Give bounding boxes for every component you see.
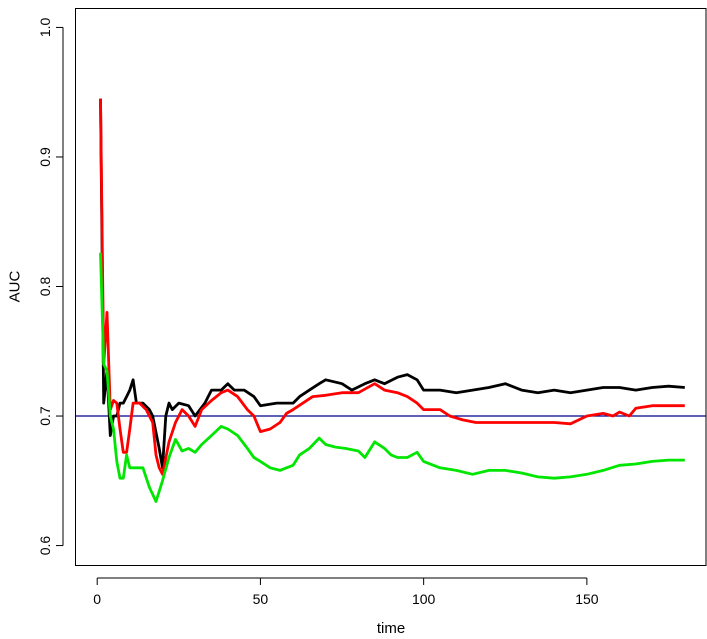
y-tick-label: 0.7 (37, 406, 53, 426)
y-axis-title: AUC (6, 270, 23, 302)
series-line-3 (99, 252, 685, 503)
series-line-2 (99, 98, 685, 476)
x-tick-label: 50 (253, 591, 269, 607)
y-tick-label: 0.8 (37, 277, 53, 297)
series-layer (99, 98, 685, 503)
y-tick-label: 1.0 (37, 17, 53, 37)
y-tick-label: 0.6 (37, 536, 53, 556)
series-line-1 (99, 98, 685, 470)
y-axis: 0.6 0.7 0.8 0.9 1.0 (37, 17, 64, 556)
x-tick-label: 150 (575, 591, 599, 607)
x-axis: 0 50 100 150 (93, 577, 599, 607)
x-axis-title: time (377, 620, 405, 637)
x-tick-label: 100 (412, 591, 436, 607)
x-tick-label: 0 (93, 591, 101, 607)
plot-frame (75, 8, 707, 566)
y-tick-label: 0.9 (37, 147, 53, 167)
